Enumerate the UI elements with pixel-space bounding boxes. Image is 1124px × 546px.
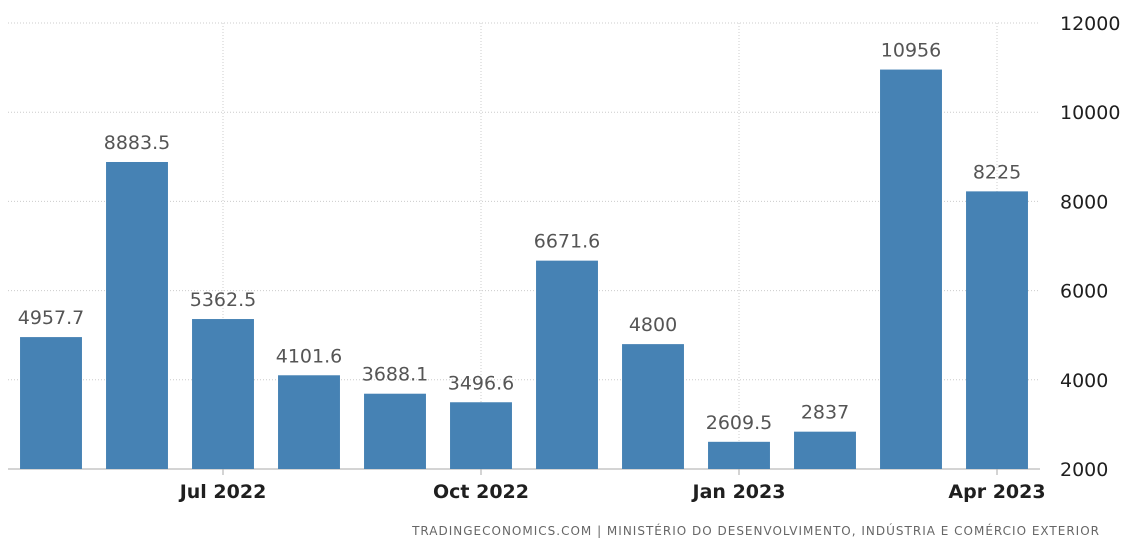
data-label: 4800 [629,314,677,336]
bar [20,337,82,469]
data-label: 8225 [973,161,1021,183]
bar [708,441,770,469]
source-credit: TRADINGECONOMICS.COM | MINISTÉRIO DO DES… [412,524,1100,538]
data-label: 6671.6 [534,231,600,253]
x-axis-ticks: Jul 2022 Oct 2022 Jan 2023 Apr 2023 [178,481,1046,503]
y-tick-label: 6000 [1060,281,1108,303]
data-label: 3688.1 [362,364,428,386]
data-label: 10956 [881,40,941,62]
data-label: 2609.5 [706,412,772,434]
y-tick-label: 10000 [1060,102,1120,124]
x-tick-label: Jul 2022 [178,481,267,503]
bars [20,69,1028,470]
y-tick-label: 4000 [1060,370,1108,392]
x-tick-label: Oct 2022 [433,481,529,503]
data-label: 2837 [801,402,849,424]
data-label: 4957.7 [18,307,84,329]
bar [966,191,1028,470]
bar [794,431,856,469]
bar [880,69,942,469]
bar [364,393,426,469]
x-tick-label: Apr 2023 [948,481,1045,503]
data-label: 8883.5 [104,132,170,154]
y-axis-ticks: 2000 4000 6000 8000 10000 12000 [1060,13,1120,481]
bar [622,344,684,469]
data-labels: 4957.7 8883.5 5362.5 4101.6 3688.1 3496.6 6671… [18,40,1021,434]
x-tick-label: Jan 2023 [691,481,786,503]
data-label: 5362.5 [190,289,256,311]
bar [536,260,598,469]
y-tick-label: 2000 [1060,459,1108,481]
y-tick-label: 8000 [1060,191,1108,213]
bar [192,319,254,469]
bar [450,402,512,469]
bar [278,375,340,469]
data-label: 3496.6 [448,372,514,394]
y-tick-label: 12000 [1060,13,1120,35]
bar [106,161,168,469]
data-label: 4101.6 [276,345,342,367]
